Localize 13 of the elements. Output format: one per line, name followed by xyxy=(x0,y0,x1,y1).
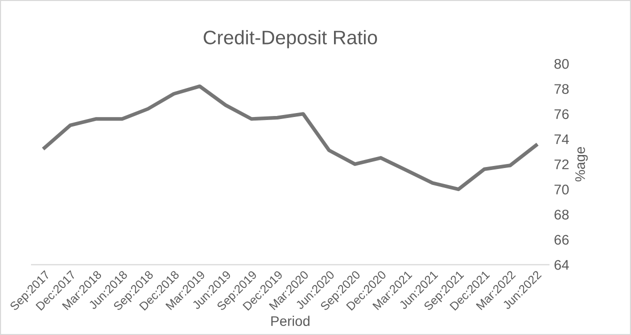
y-axis-title: %age xyxy=(575,147,588,182)
y-tick-label: 64 xyxy=(554,260,569,270)
y-tick-label: 78 xyxy=(554,84,569,94)
y-tick-label: 66 xyxy=(554,234,569,245)
chart-title: Credit-Deposit Ratio xyxy=(204,30,377,48)
y-tick-label: 68 xyxy=(554,210,569,220)
y-tick-label: 76 xyxy=(554,109,569,120)
y-tick-label: 72 xyxy=(554,159,569,170)
y-tick-label: 80 xyxy=(554,58,569,69)
line-series xyxy=(42,84,538,192)
x-axis-title: Period xyxy=(271,316,310,326)
y-tick-label: 70 xyxy=(554,184,569,194)
y-tick-label: 74 xyxy=(554,134,569,144)
